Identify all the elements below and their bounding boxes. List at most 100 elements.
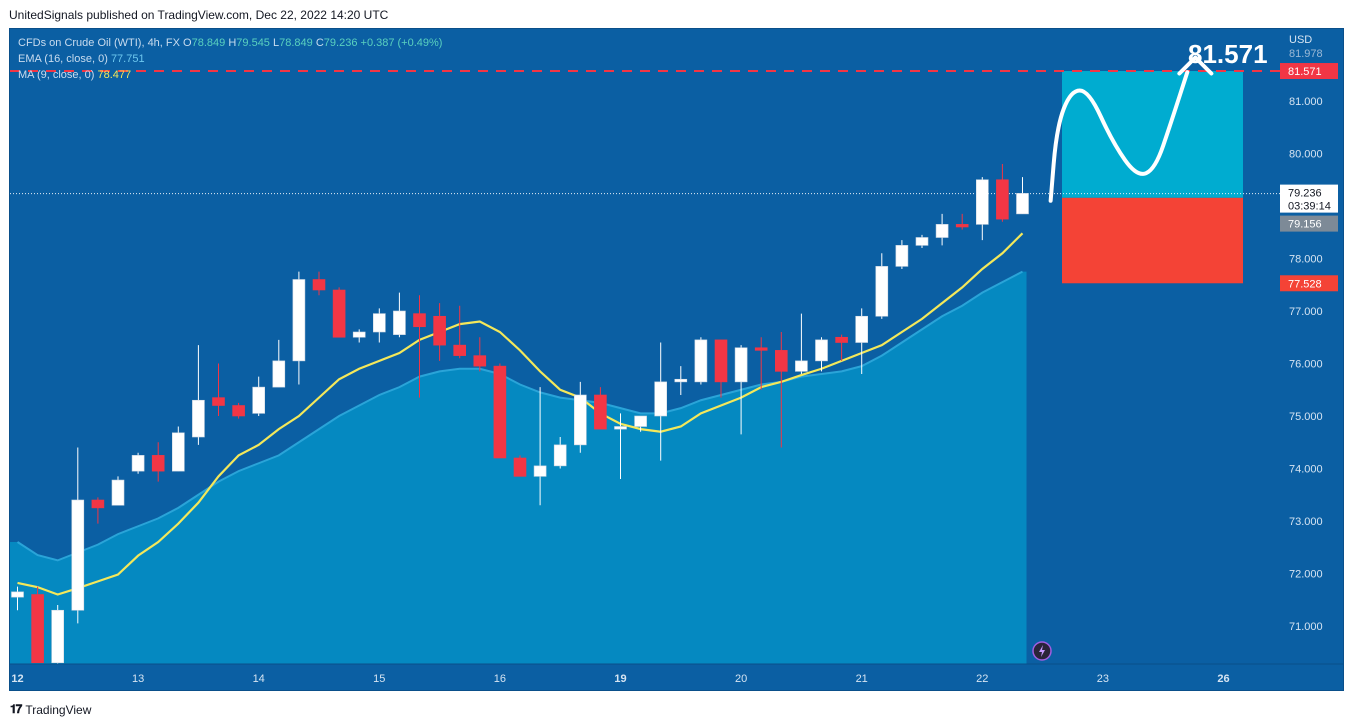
candle-45 (915, 234, 929, 248)
stop-price-label-bg (1280, 275, 1338, 292)
time-tick-label: 20 (735, 673, 747, 685)
candle-body (875, 266, 889, 317)
target-price-label-bg (1280, 63, 1338, 80)
indicator-lines-layer (10, 70, 1280, 596)
ema-label: EMA (16, close, 0) (18, 53, 108, 65)
candle-body (493, 365, 507, 459)
price-tick-label: 76.000 (1289, 359, 1323, 371)
axes-layer: USD 81.978 71.000 72.000 73.000 74.000 75.000 7… (10, 29, 1343, 690)
stop-price-label: 77.528 (1288, 278, 1322, 290)
candle-41 (835, 334, 848, 361)
candle-body (473, 355, 487, 367)
low-label: L (273, 37, 280, 49)
price-tick-label: 81.000 (1289, 96, 1323, 108)
currency-label: USD (1289, 34, 1312, 46)
candle-38 (774, 332, 788, 448)
ma-line (17, 232, 1024, 596)
candle-17 (352, 329, 366, 343)
candle-19 (393, 292, 406, 338)
candle-body (172, 432, 185, 472)
brand-footer[interactable]: 𝟏𝟕 TradingView (10, 702, 91, 717)
candle-1 (31, 586, 44, 664)
candle-13 (272, 339, 286, 388)
candle-body (111, 479, 125, 506)
legend-symbol-row: CFDs on Crude Oil (WTI), 4h, FX O78.849 … (18, 35, 442, 51)
low-value: 78.849 (279, 37, 313, 49)
symbol-title[interactable]: CFDs on Crude Oil (WTI), 4h, FX (18, 37, 180, 49)
close-label: C (315, 37, 324, 49)
high-label: H (228, 37, 237, 49)
open-label: O (183, 37, 192, 49)
candle-24 (493, 363, 507, 459)
candle-body (352, 331, 366, 338)
candle-body (71, 499, 85, 611)
legend-ema-row[interactable]: EMA (16, close, 0) 77.751 (18, 51, 442, 67)
price-tick-label: 74.000 (1289, 464, 1323, 476)
price-tick-label: 75.000 (1289, 411, 1323, 423)
candle-body (754, 347, 768, 351)
ma-value: 78.477 (97, 69, 132, 81)
candle-29 (594, 387, 607, 430)
chart-pane[interactable]: 81.571 USD 81.978 71.000 72.000 73.000 74.000… (9, 28, 1344, 691)
candle-7 (151, 442, 165, 482)
publisher-caption: UnitedSignals published on TradingView.c… (9, 8, 389, 22)
time-axis (10, 664, 1343, 690)
candle-body (573, 394, 587, 446)
price-tick-label: 80.000 (1289, 149, 1323, 161)
candle-body (553, 444, 567, 467)
candle-body (312, 279, 326, 291)
candle-32 (654, 342, 668, 461)
candle-body (413, 313, 426, 328)
candle-body (51, 609, 65, 664)
candle-10 (212, 363, 225, 416)
candle-28 (573, 381, 587, 453)
candlestick-chart[interactable]: 81.571 USD 81.978 71.000 72.000 73.000 74.000… (10, 29, 1343, 690)
last-price-box (1280, 184, 1338, 213)
time-tick-label: 16 (494, 673, 506, 685)
candle-body (91, 499, 105, 509)
candle-6 (131, 452, 145, 474)
candle-46 (935, 213, 949, 246)
candle-30 (614, 413, 627, 479)
ma-label: MA (9, close, 0) (18, 69, 95, 81)
legend-ma-row[interactable]: MA (9, close, 0) 78.477 (18, 67, 442, 83)
candle-body (634, 415, 647, 427)
close-value: 79.236 (323, 37, 358, 49)
candle-body (393, 310, 406, 335)
ema-value: 77.751 (110, 53, 145, 65)
projection-layer: 81.571 (1048, 39, 1268, 203)
prev-close-label: 79.156 (1288, 219, 1322, 231)
candle-47 (955, 213, 969, 230)
candle-14 (292, 271, 306, 385)
candle-body (272, 360, 286, 388)
candle-body (774, 350, 788, 372)
candle-50 (1016, 177, 1029, 215)
high-value: 79.545 (236, 37, 270, 49)
candle-35 (714, 339, 728, 398)
candle-37 (754, 337, 768, 390)
candle-36 (734, 345, 748, 435)
candle-18 (372, 308, 386, 343)
candle-27 (553, 437, 567, 469)
projection-curve (1048, 70, 1190, 203)
ema-line (16, 270, 1023, 562)
candle-body (815, 339, 828, 362)
time-tick-label: 23 (1097, 673, 1109, 685)
candle-body (453, 344, 467, 356)
candle-body (433, 315, 446, 346)
candle-body (212, 397, 225, 406)
countdown-label: 03:39:14 (1288, 201, 1331, 213)
candle-15 (312, 271, 326, 296)
candle-9 (192, 345, 205, 445)
target-price-label: 81.571 (1288, 66, 1322, 78)
candle-3 (71, 447, 85, 624)
candle-8 (172, 426, 185, 472)
candle-0 (11, 586, 24, 611)
price-tick-label: 71.000 (1289, 621, 1323, 633)
candle-44 (895, 240, 909, 269)
target-big-label: 81.571 (1188, 39, 1268, 69)
candle-11 (232, 402, 245, 419)
candle-34 (694, 337, 708, 385)
candle-body (795, 360, 808, 372)
candle-body (252, 386, 265, 414)
